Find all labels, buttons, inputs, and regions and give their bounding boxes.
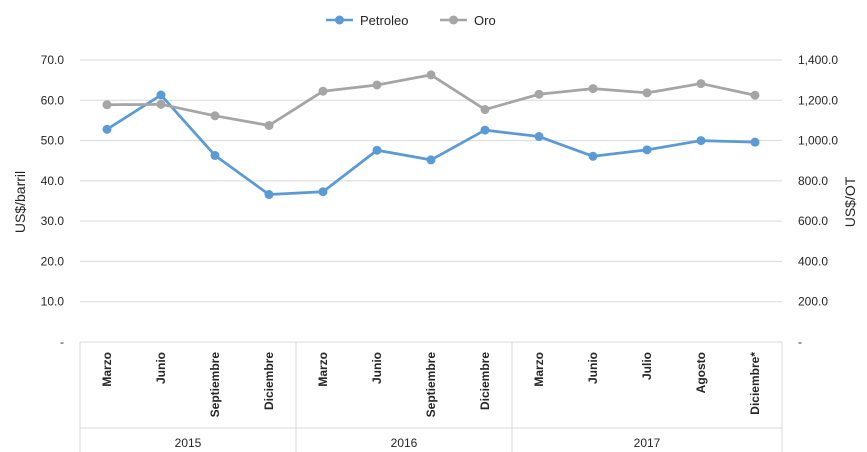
data-point-petroleo xyxy=(480,125,490,135)
category-label: Marzo xyxy=(316,352,330,387)
data-point-oro xyxy=(750,90,760,100)
category-label: Diciembre xyxy=(262,352,276,410)
category-label: Diciembre* xyxy=(748,352,762,415)
category-label: Diciembre xyxy=(478,352,492,410)
data-point-petroleo xyxy=(750,137,760,147)
data-point-oro xyxy=(372,80,382,90)
left-tick-label: 70.0 xyxy=(41,53,65,67)
legend-marker-oro xyxy=(449,15,458,25)
left-tick-label: 40.0 xyxy=(41,174,65,188)
data-point-petroleo xyxy=(642,145,652,155)
legend-marker-petroleo xyxy=(335,15,344,25)
category-label: Julio xyxy=(640,352,654,380)
category-label: Marzo xyxy=(100,352,114,387)
category-label: Junio xyxy=(154,352,168,384)
left-tick-label: 30.0 xyxy=(41,214,65,228)
data-point-oro xyxy=(156,99,166,109)
category-label: Septiembre xyxy=(208,352,222,418)
data-point-oro xyxy=(426,70,436,80)
data-point-petroleo xyxy=(102,124,112,134)
left-tick-label: 50.0 xyxy=(41,134,65,148)
right-tick-label: 400.0 xyxy=(798,254,828,268)
right-axis-label: US$/OT xyxy=(842,176,858,227)
data-point-petroleo xyxy=(372,145,382,155)
gridlines xyxy=(80,59,782,303)
left-tick-label: 10.0 xyxy=(41,295,65,309)
category-label: Junio xyxy=(370,352,384,384)
data-point-petroleo xyxy=(210,150,220,160)
right-tick-label: 1,000.0 xyxy=(798,134,838,148)
data-point-petroleo xyxy=(264,190,274,200)
left-axis-ticks: - 10.0 20.0 30.0 40.0 50.0 60.0 70.0 xyxy=(41,53,65,349)
category-label: Junio xyxy=(586,352,600,384)
data-point-petroleo xyxy=(318,187,328,197)
group-label: 2015 xyxy=(175,436,202,450)
data-point-oro xyxy=(264,120,274,130)
right-axis-ticks: - 200.0 400.0 600.0 800.0 1,000.0 1,200.0 1,400… xyxy=(798,53,838,349)
right-tick-label: 1,400.0 xyxy=(798,53,838,67)
legend: Petroleo Oro xyxy=(326,13,496,28)
data-point-oro xyxy=(588,84,598,94)
data-point-oro xyxy=(696,79,706,89)
right-tick-label: 1,200.0 xyxy=(798,93,838,107)
right-tick-label: 600.0 xyxy=(798,214,828,228)
data-point-petroleo xyxy=(588,151,598,161)
data-point-petroleo xyxy=(534,132,544,142)
data-point-oro xyxy=(534,89,544,99)
data-point-petroleo xyxy=(156,90,166,100)
category-label: Agosto xyxy=(694,352,708,393)
right-tick-label: - xyxy=(798,335,802,349)
data-point-petroleo xyxy=(426,155,436,165)
legend-label-oro: Oro xyxy=(474,13,496,28)
left-axis-label: US$/barril xyxy=(12,171,28,233)
data-point-oro xyxy=(480,105,490,115)
legend-label-petroleo: Petroleo xyxy=(360,13,408,28)
left-tick-label: - xyxy=(60,335,64,349)
left-tick-label: 60.0 xyxy=(41,93,65,107)
right-tick-label: 200.0 xyxy=(798,295,828,309)
right-tick-label: 800.0 xyxy=(798,174,828,188)
data-point-oro xyxy=(102,100,112,110)
series-lines xyxy=(102,70,760,200)
data-point-oro xyxy=(210,111,220,121)
group-label: 2016 xyxy=(391,436,418,450)
series-line-petroleo xyxy=(106,93,756,196)
left-tick-label: 20.0 xyxy=(41,254,65,268)
data-point-oro xyxy=(642,88,652,98)
data-point-petroleo xyxy=(696,136,706,146)
category-label: Marzo xyxy=(532,352,546,387)
group-label: 2017 xyxy=(634,436,661,450)
data-point-oro xyxy=(318,86,328,96)
x-axis: Marzo Junio Septiembre Diciembre Marzo Junio S… xyxy=(79,341,783,452)
category-label: Septiembre xyxy=(424,352,438,418)
